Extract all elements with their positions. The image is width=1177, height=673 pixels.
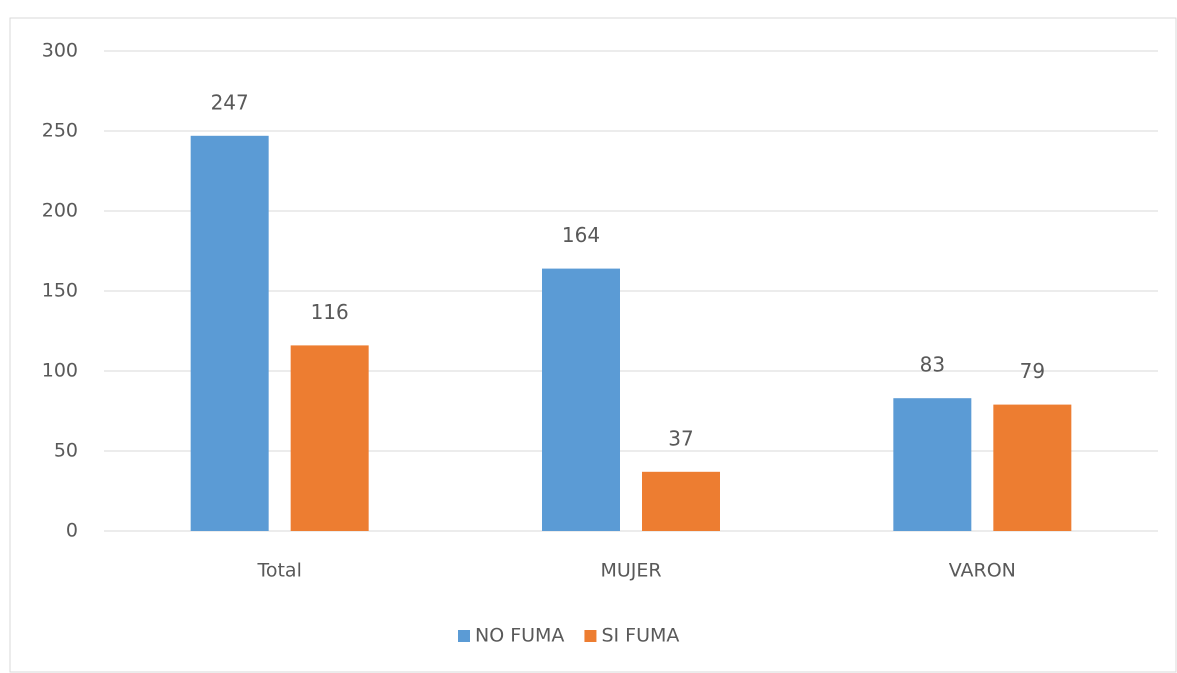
bar [893,398,972,531]
bar [642,471,720,531]
x-tick-label: MUJER [600,560,661,582]
data-label: 116 [311,300,349,324]
bar [542,268,620,531]
data-label: 79 [1020,359,1045,383]
y-tick-label: 0 [66,520,78,542]
legend-label: SI FUMA [601,625,679,647]
data-label: 37 [668,426,693,450]
data-label: 83 [920,353,945,377]
y-tick-label: 150 [42,280,78,302]
y-tick-label: 300 [42,40,78,62]
bar [993,404,1072,531]
data-label: 247 [211,90,249,114]
y-tick-label: 200 [42,200,78,222]
y-tick-label: 100 [42,360,78,382]
data-label: 164 [562,223,600,247]
legend-swatch [584,630,597,642]
y-tick-label: 50 [54,440,78,462]
bar [290,345,369,531]
y-tick-label: 250 [42,120,78,142]
legend-label: NO FUMA [475,625,564,647]
x-tick-label: Total [256,560,301,582]
x-tick-label: VARON [949,560,1016,582]
legend-swatch [458,630,470,642]
bar [190,135,269,532]
